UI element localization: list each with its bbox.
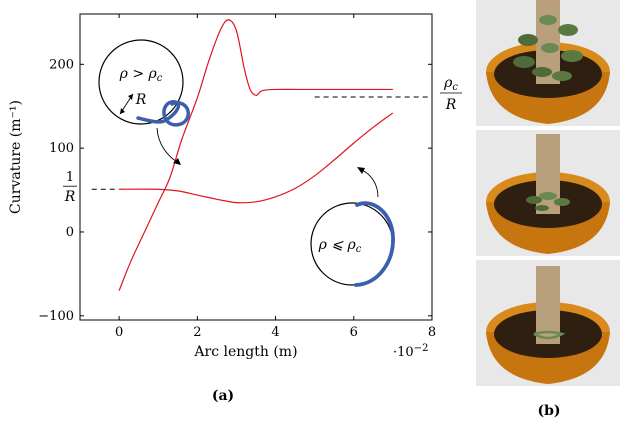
- inset-bottom-text: ρ ⩽ ρc: [318, 237, 362, 255]
- left-ref-numerator: 1: [66, 170, 74, 185]
- inset-top-circle: [98, 39, 184, 125]
- inset-low-curvature: ρ ⩽ ρc: [310, 167, 395, 287]
- right-reference-label: ρc R: [440, 75, 462, 113]
- inset-top-pointer-head: [173, 158, 181, 165]
- inset-top-spiral: [136, 100, 190, 127]
- inset-top-text: ρ > ρc: [119, 66, 163, 84]
- pot-panel-2: [476, 130, 620, 256]
- y-tick-label: 0: [66, 225, 74, 240]
- vine-leaves: [513, 15, 583, 81]
- right-ref-numerator: ρc: [443, 75, 458, 93]
- left-reference-label: 1 R: [63, 170, 77, 205]
- x-tick-label: 6: [350, 325, 358, 340]
- x-axis-multiplier: ·10−2: [393, 343, 428, 360]
- vine-leaves: [526, 192, 570, 211]
- left-ref-denominator: R: [64, 189, 76, 205]
- inset-bottom-arc: [354, 201, 395, 287]
- inset-top-pointer-arrow: [156, 127, 178, 163]
- chart-canvas: 0 2 4 6 8 −100 0 100 200 Arc length (m) Curvatur…: [8, 13, 462, 404]
- pot-panel-3: [476, 260, 620, 386]
- series-line-1: [118, 19, 393, 291]
- reference-lines: [91, 96, 432, 190]
- x-tick-label: 2: [193, 325, 201, 340]
- figure-b-caption: (b): [537, 403, 560, 419]
- x-tick-label: 4: [271, 325, 279, 340]
- inset-top-radius-label: R: [135, 92, 147, 108]
- plot-frame: [79, 13, 433, 321]
- data-series: [118, 19, 394, 291]
- x-axis-label: Arc length (m): [193, 344, 297, 360]
- x-tick-label: 8: [428, 325, 436, 340]
- y-tick-label: 200: [49, 57, 74, 72]
- pot-panel-1: [476, 0, 620, 126]
- inset-bottom-pointer-arrow: [361, 169, 379, 198]
- vine-ring: [533, 330, 566, 340]
- x-tick-label: 0: [115, 325, 123, 340]
- inset-bottom-pointer-head: [357, 167, 365, 174]
- right-ref-denominator: R: [445, 97, 457, 113]
- figure-a-caption: (a): [212, 388, 234, 404]
- series-line-2: [119, 112, 394, 204]
- inset-high-curvature: ρ > ρc R: [98, 39, 190, 165]
- axis-ticks: 0 2 4 6 8 −100 0 100 200: [38, 14, 436, 340]
- y-tick-label: 100: [49, 141, 74, 156]
- inset-top-arrowheads: [120, 94, 133, 114]
- y-axis-label: Curvature (m⁻¹): [8, 100, 24, 214]
- y-tick-label: −100: [38, 309, 74, 324]
